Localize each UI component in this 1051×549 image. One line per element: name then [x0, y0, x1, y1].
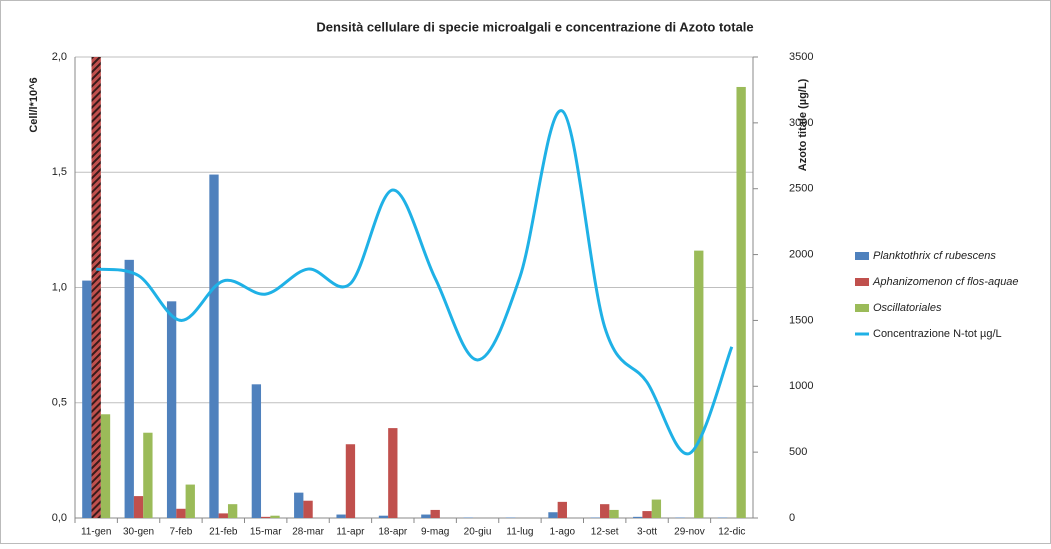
- x-tick-label: 11-apr: [336, 527, 365, 538]
- x-tick-label: 11-lug: [506, 527, 533, 538]
- x-tick-label: 12-set: [591, 527, 619, 538]
- bar: [143, 433, 152, 518]
- x-tick-label: 3-ott: [637, 527, 657, 538]
- y2-tick-label: 1500: [789, 314, 813, 326]
- x-tick-label: 28-mar: [292, 527, 324, 538]
- x-tick-label: 12-dic: [718, 527, 745, 538]
- x-tick-label: 1-ago: [550, 527, 576, 538]
- bar: [421, 515, 430, 518]
- chart-title: Densità cellulare di specie microalgali …: [316, 19, 753, 34]
- y-tick-label: 1,5: [52, 166, 67, 178]
- y-tick-label: 0,5: [52, 397, 67, 409]
- x-tick-label: 30-gen: [123, 527, 154, 538]
- bar: [303, 501, 312, 518]
- bar: [652, 500, 661, 518]
- legend-label: Aphanizomenon cf flos-aquae: [872, 276, 1019, 288]
- bar: [270, 516, 279, 518]
- legend-swatch: [855, 304, 869, 312]
- bar: [336, 515, 345, 518]
- bar: [228, 504, 237, 518]
- legend-label: Planktothrix cf rubescens: [873, 250, 996, 262]
- legend-label: Concentrazione N-tot µg/L: [873, 328, 1002, 340]
- bar: [609, 510, 618, 518]
- legend-swatch: [855, 252, 869, 260]
- bar: [633, 517, 642, 518]
- y2-tick-label: 500: [789, 446, 807, 458]
- y2-tick-label: 2000: [789, 248, 813, 260]
- bar: [167, 301, 176, 518]
- bar: [92, 57, 101, 518]
- bar: [209, 175, 218, 518]
- bar: [548, 512, 557, 518]
- x-tick-label: 18-apr: [378, 527, 408, 538]
- y2-tick-label: 0: [789, 512, 795, 524]
- bar: [82, 281, 91, 518]
- bar: [252, 384, 261, 518]
- y2-tick-label: 3500: [789, 51, 813, 63]
- x-tick-label: 29-nov: [674, 527, 705, 538]
- bar: [736, 87, 745, 518]
- bar: [379, 516, 388, 518]
- x-tick-label: 9-mag: [421, 527, 449, 538]
- bar: [294, 493, 303, 518]
- bar: [186, 485, 195, 518]
- bar: [101, 414, 110, 518]
- bar: [431, 510, 440, 518]
- bar: [261, 517, 270, 518]
- y2-tick-label: 2500: [789, 183, 813, 195]
- bar: [388, 428, 397, 518]
- bar: [600, 504, 609, 518]
- legend-swatch: [855, 278, 869, 286]
- bar: [219, 513, 228, 518]
- bar: [134, 496, 143, 518]
- x-tick-label: 15-mar: [250, 527, 282, 538]
- x-tick-label: 11-gen: [81, 527, 111, 538]
- legend-label: Oscillatoriales: [873, 302, 942, 314]
- bar: [346, 444, 355, 518]
- y-tick-label: 0,0: [52, 512, 67, 524]
- y-tick-label: 1,0: [52, 281, 67, 293]
- x-tick-label: 7-feb: [170, 527, 193, 538]
- bar: [694, 251, 703, 518]
- x-tick-label: 21-feb: [209, 527, 238, 538]
- y2-tick-label: 1000: [789, 380, 813, 392]
- y2-tick-label: 3000: [789, 117, 813, 129]
- x-tick-label: 20-giu: [464, 527, 492, 538]
- bar: [558, 502, 567, 518]
- bar: [642, 511, 651, 518]
- bar: [125, 260, 134, 518]
- y-tick-label: 2,0: [52, 51, 67, 63]
- bar: [176, 509, 185, 518]
- y-axis-label: Cell/l*10^6: [28, 77, 40, 132]
